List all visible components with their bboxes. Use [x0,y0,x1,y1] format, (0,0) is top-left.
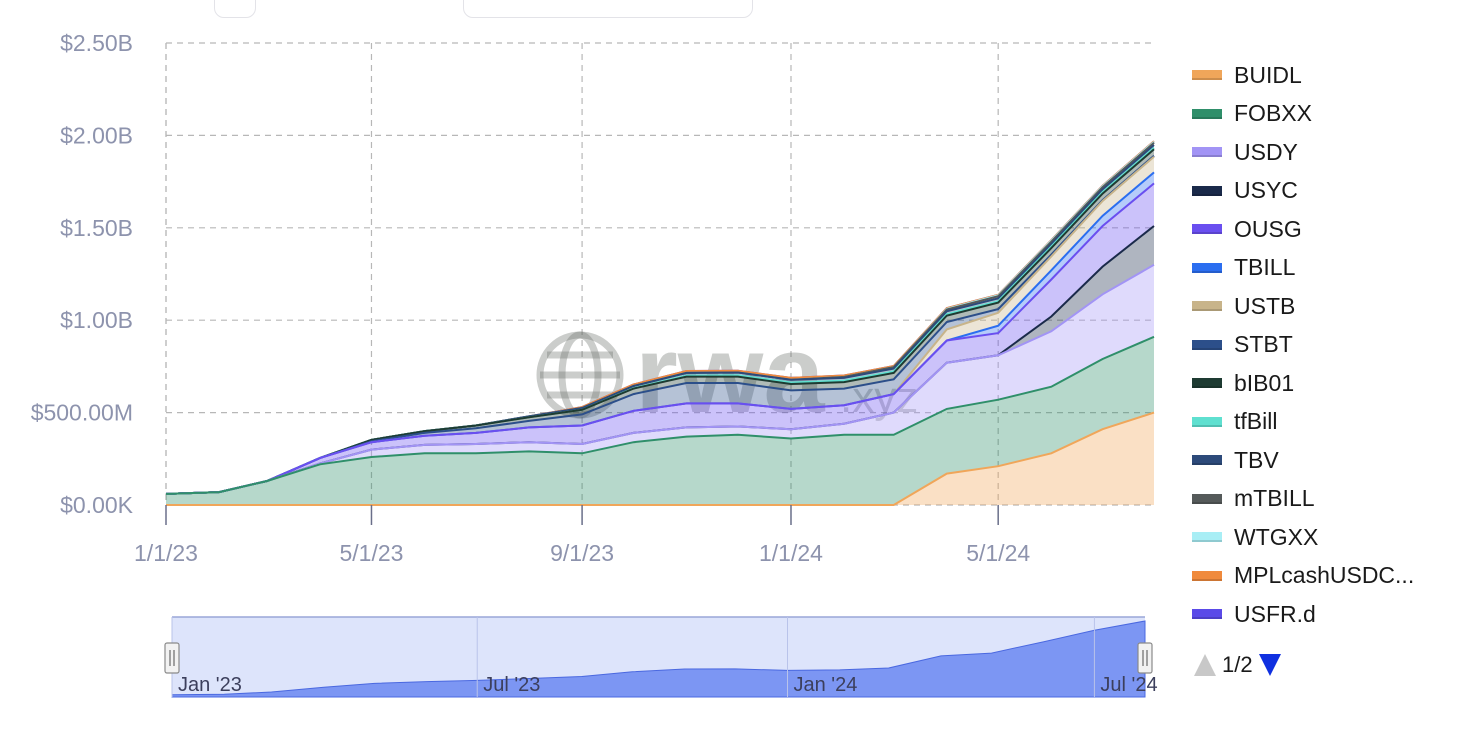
navigator-label: Jan '24 [794,674,858,696]
legend-label: FOBXX [1234,100,1312,127]
date-input-control[interactable] [463,0,753,18]
x-axis: 1/1/23 5/1/23 9/1/23 1/1/24 5/1/24 [134,505,1030,566]
line-ousg [165,182,1155,495]
legend-item-tbill[interactable]: TBILL [1192,249,1462,288]
legend-swatch [1192,493,1222,504]
legend-label: TBILL [1234,254,1296,281]
legend-label: USDY [1234,138,1298,165]
legend-item-mplcashusdc[interactable]: MPLcashUSDC... [1192,557,1462,596]
legend-swatch [1192,147,1222,158]
x-tick-label: 5/1/24 [966,540,1030,566]
legend-item-mtbill[interactable]: mTBILL [1192,480,1462,519]
legend-item-ustb[interactable]: USTB [1192,287,1462,326]
legend-item-buidl[interactable]: BUIDL [1192,56,1462,95]
legend-pager: 1/2 [1194,652,1281,678]
area-stbt[interactable] [166,155,1154,494]
legend-item-ousg[interactable]: OUSG [1192,210,1462,249]
legend-label: mTBILL [1234,485,1315,512]
legend-swatch [1192,378,1222,389]
legend-item-stbt[interactable]: STBT [1192,326,1462,365]
legend-page-down-icon[interactable] [1258,654,1281,676]
legend-item-usfr-d[interactable]: USFR.d [1192,595,1462,634]
legend-label: USYC [1234,177,1298,204]
y-tick-label: $2.50B [60,30,133,56]
navigator-label: Jul '24 [1100,674,1157,696]
legend-item-tbv[interactable]: TBV [1192,441,1462,480]
legend-label: TBV [1234,446,1279,473]
legend-swatch [1192,570,1222,581]
legend-item-wtgxx[interactable]: WTGXX [1192,518,1462,557]
legend-item-fobxx[interactable]: FOBXX [1192,95,1462,134]
area-usdy[interactable] [166,264,1154,494]
y-axis: $0.00K $500.00M $1.00B $1.50B $2.00B $2.50B [31,30,134,518]
legend-swatch [1192,532,1222,543]
area-buidl[interactable] [166,412,1154,505]
legend-label: bIB01 [1234,369,1295,396]
x-tick-label: 5/1/23 [340,540,404,566]
legend-swatch [1192,185,1222,196]
legend-swatch [1192,262,1222,273]
legend-swatch [1192,416,1222,427]
legend-item-usyc[interactable]: USYC [1192,172,1462,211]
series-areas [165,140,1155,506]
legend-swatch [1192,339,1222,350]
range-selector-control[interactable] [214,0,256,18]
legend-label: WTGXX [1234,523,1319,550]
y-tick-label: $1.50B [60,215,133,241]
legend-item-bib01[interactable]: bIB01 [1192,364,1462,403]
navigator-left-handle[interactable] [164,642,180,674]
x-tick-label: 1/1/24 [759,540,823,566]
navigator-label: Jan '23 [178,674,242,696]
legend-label: BUIDL [1234,61,1302,88]
y-tick-label: $1.00B [60,307,133,333]
legend-item-usdy[interactable]: USDY [1192,133,1462,172]
legend-swatch [1192,609,1222,620]
chart: rwa .xyz $0.00K$500.00M$1.00B$1.50B$2.00… [31,30,1158,698]
navigator-area [171,620,1146,698]
area-fobxx[interactable] [166,336,1154,505]
navigator[interactable]: Jan '23 Jul '23 Jan '24 Jul '24 [164,616,1158,698]
legend-swatch [1192,455,1222,466]
legend-label: USTB [1234,292,1296,319]
y-tick-label: $500.00M [31,400,133,426]
legend-label: tfBill [1234,408,1278,435]
y-tick-label: $2.00B [60,122,133,148]
line-usdy [165,263,1155,495]
legend-item-tfbill[interactable]: tfBill [1192,403,1462,442]
legend-label: STBT [1234,331,1293,358]
navigator-label: Jul '23 [483,674,540,696]
x-tick-label: 1/1/23 [134,540,198,566]
line-buidl [166,411,1155,506]
navigator-right-handle[interactable] [1137,642,1153,674]
line-fobxx [165,335,1155,495]
legend-swatch [1192,301,1222,312]
legend-label: USFR.d [1234,600,1316,627]
top-controls [0,0,1474,24]
legend: BUIDL FOBXX USDY USYC OUSG TBILL USTB STBT bIB01… [1192,56,1462,634]
x-tick-label: 9/1/23 [550,540,614,566]
legend-label: OUSG [1234,215,1302,242]
y-tick-label: $0.00K [60,492,134,518]
grid [165,42,1154,506]
legend-swatch [1192,108,1222,119]
legend-label: MPLcashUSDC... [1234,562,1415,589]
legend-swatch [1192,224,1222,235]
legend-swatch [1192,70,1222,81]
legend-page-up-icon[interactable] [1194,654,1216,676]
legend-page-text: 1/2 [1222,652,1253,677]
